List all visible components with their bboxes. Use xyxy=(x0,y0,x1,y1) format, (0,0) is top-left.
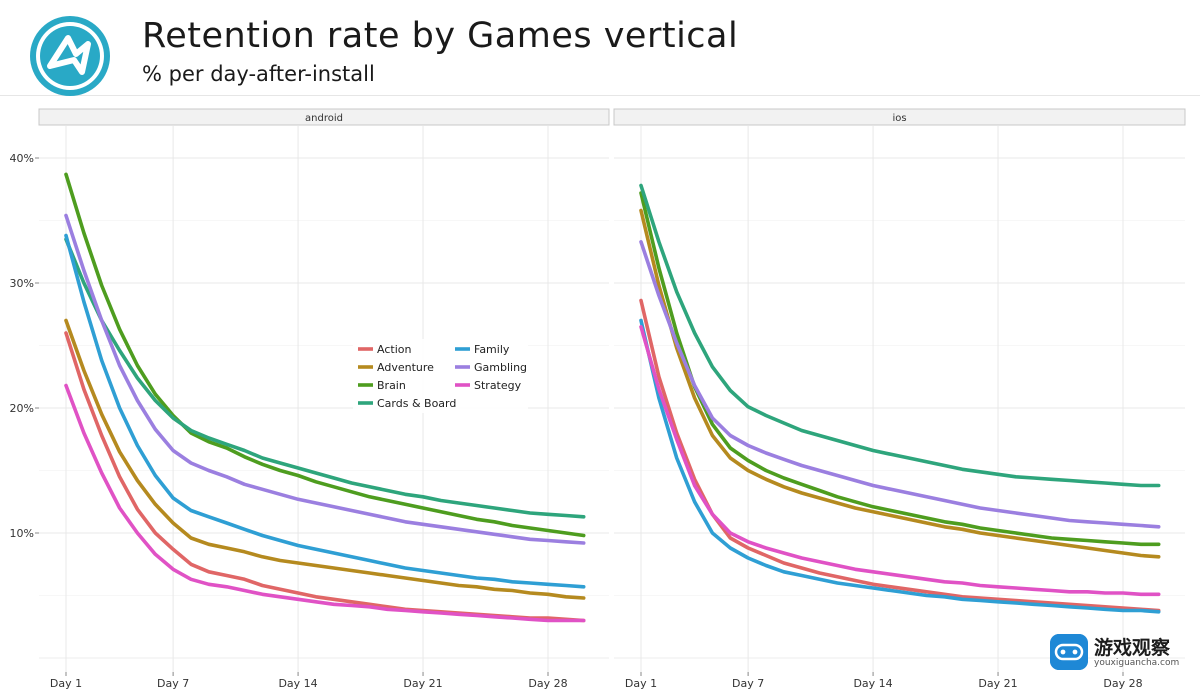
legend-label: Strategy xyxy=(474,379,522,392)
series-line-android-brain xyxy=(64,172,586,538)
watermark: 游戏观察 youxiguancha.com xyxy=(1050,631,1190,673)
x-tick-label: Day 7 xyxy=(732,677,764,690)
x-tick-label: Day 28 xyxy=(1103,677,1142,690)
legend-label: Brain xyxy=(377,379,406,392)
legend-label: Adventure xyxy=(377,361,434,374)
x-tick-label: Day 1 xyxy=(625,677,657,690)
x-tick-label: Day 1 xyxy=(50,677,82,690)
legend: Action Adventure Brain Cards & Board Family G… xyxy=(353,339,528,413)
series-line-android-cards-board xyxy=(64,237,586,519)
series-line-ios-gambling xyxy=(639,240,1161,529)
gamepad-icon xyxy=(1050,634,1088,670)
panel-label-android: android xyxy=(305,113,343,124)
x-tick-label: Day 14 xyxy=(853,677,892,690)
series-line-android-gambling xyxy=(64,213,586,545)
chart-title: Retention rate by Games vertical xyxy=(142,16,739,56)
x-tick-label: Day 21 xyxy=(978,677,1017,690)
series-line-ios-action xyxy=(639,298,1161,613)
panel-android: Day 1 Day 7 Day 14 Day 21 Day 28 10% 20% 30% 40% xyxy=(10,126,609,690)
series-line-ios-adventure xyxy=(639,208,1161,559)
x-tick-label: Day 7 xyxy=(157,677,189,690)
legend-background xyxy=(353,339,528,413)
chart-subtitle: % per day-after-install xyxy=(142,62,375,86)
legend-label: Gambling xyxy=(474,361,527,374)
y-tick-label: 30% xyxy=(10,277,34,290)
watermark-name: 游戏观察 xyxy=(1094,637,1171,659)
legend-label: Cards & Board xyxy=(377,397,456,410)
x-tick-label: Day 14 xyxy=(278,677,317,690)
series-line-android-adventure xyxy=(64,318,586,600)
panel-label-ios: ios xyxy=(892,113,906,124)
series-line-android-family xyxy=(64,233,586,589)
legend-label: Action xyxy=(377,343,411,356)
series-line-ios-strategy xyxy=(639,324,1161,597)
series-line-ios-cards-board xyxy=(639,183,1161,488)
y-tick-label: 40% xyxy=(10,152,34,165)
x-tick-label: Day 28 xyxy=(528,677,567,690)
x-tick-label: Day 21 xyxy=(403,677,442,690)
panel-strip-ios xyxy=(613,108,1186,126)
series-line-android-strategy xyxy=(64,383,586,623)
header: Retention rate by Games vertical % per d… xyxy=(0,0,1200,96)
y-tick-label: 10% xyxy=(10,527,34,540)
series-line-ios-family xyxy=(639,318,1161,614)
panel-ios: Day 1 Day 7 Day 14 Day 21 Day 28 xyxy=(614,126,1185,690)
watermark-url: youxiguancha.com xyxy=(1094,658,1180,668)
legend-label: Family xyxy=(474,343,510,356)
brand-logo-icon xyxy=(30,16,110,96)
y-tick-label: 20% xyxy=(10,402,34,415)
panel-strip-android xyxy=(38,108,610,126)
series-line-ios-brain xyxy=(639,191,1161,547)
